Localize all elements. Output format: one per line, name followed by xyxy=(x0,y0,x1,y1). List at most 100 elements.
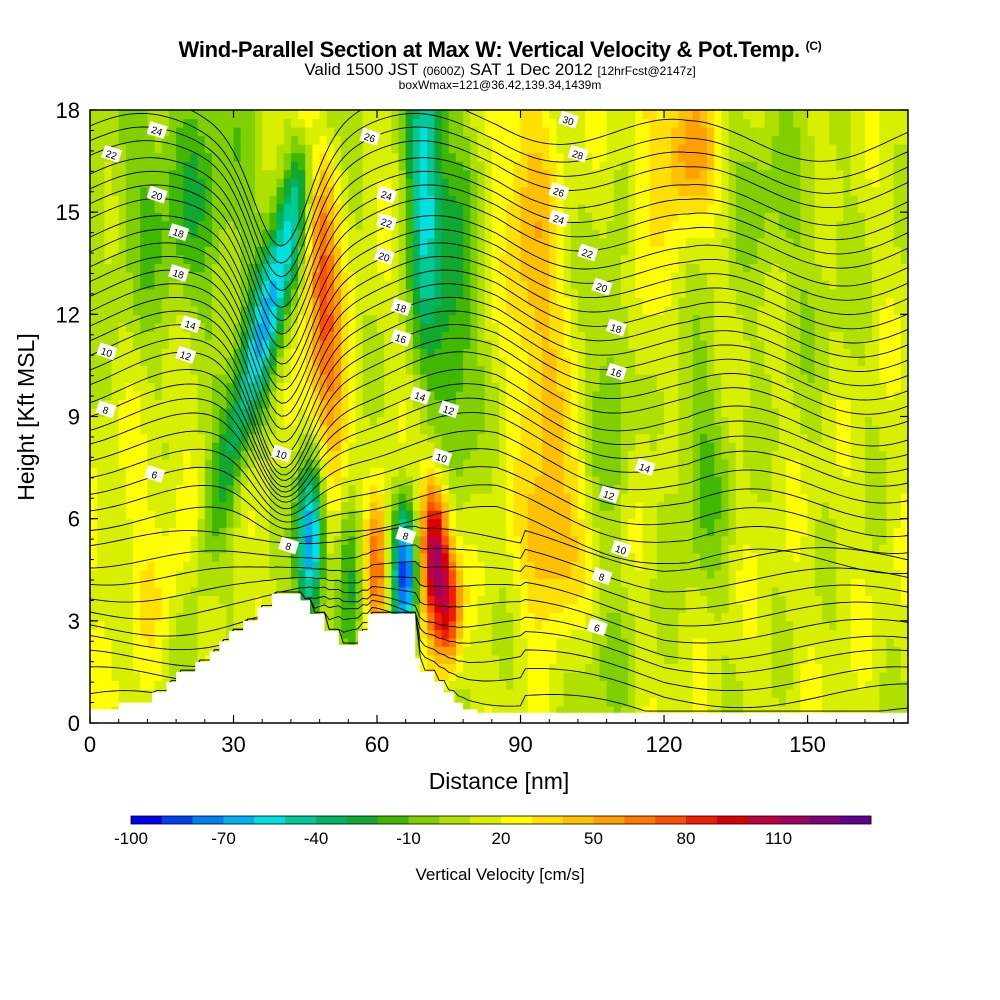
velocity-cell xyxy=(857,390,866,401)
velocity-cell xyxy=(893,603,902,613)
velocity-cell xyxy=(778,476,787,486)
velocity-cell xyxy=(879,390,888,401)
velocity-cell xyxy=(570,637,579,647)
velocity-cell xyxy=(477,407,486,418)
velocity-cell xyxy=(168,510,177,520)
velocity-cell xyxy=(778,527,787,537)
velocity-cell xyxy=(656,527,665,537)
velocity-cell xyxy=(520,620,529,630)
velocity-cell xyxy=(233,459,242,469)
velocity-cell xyxy=(348,425,357,435)
velocity-cell xyxy=(556,671,565,682)
velocity-cell xyxy=(585,356,593,367)
velocity-cell xyxy=(111,356,120,367)
velocity-cell xyxy=(470,671,479,682)
velocity-cell xyxy=(527,356,536,367)
velocity-cell xyxy=(786,450,794,460)
velocity-cell xyxy=(499,484,507,494)
velocity-cell xyxy=(470,578,479,588)
velocity-cell xyxy=(757,671,766,682)
velocity-cell xyxy=(111,476,120,486)
velocity-cell xyxy=(570,552,579,562)
velocity-cell xyxy=(161,578,170,588)
velocity-cell xyxy=(879,654,888,664)
velocity-cell xyxy=(377,373,385,384)
velocity-cell xyxy=(168,425,177,435)
velocity-cell xyxy=(757,450,766,460)
velocity-cell xyxy=(219,535,227,545)
velocity-cell xyxy=(721,425,730,435)
velocity-cell xyxy=(592,671,601,682)
velocity-cell xyxy=(764,501,773,511)
velocity-cell xyxy=(577,467,586,477)
velocity-cell xyxy=(247,527,256,537)
velocity-cell xyxy=(793,612,801,622)
velocity-cell xyxy=(685,399,694,409)
velocity-cell xyxy=(692,399,701,409)
velocity-cell xyxy=(635,348,644,358)
velocity-cell xyxy=(420,433,428,443)
velocity-cell xyxy=(893,637,902,647)
velocity-cell xyxy=(534,603,543,613)
velocity-cell xyxy=(463,501,471,511)
velocity-cell xyxy=(542,416,550,426)
velocity-cell xyxy=(821,544,830,554)
velocity-cell xyxy=(125,390,134,401)
velocity-cell xyxy=(900,688,908,699)
velocity-cell xyxy=(635,501,644,511)
velocity-cell xyxy=(233,578,242,588)
velocity-cell xyxy=(613,535,622,545)
velocity-cell xyxy=(513,663,522,673)
velocity-cell xyxy=(441,493,450,503)
velocity-cell xyxy=(814,373,823,384)
velocity-cell xyxy=(786,425,794,435)
velocity-cell xyxy=(97,663,105,673)
velocity-cell xyxy=(857,416,866,426)
velocity-cell xyxy=(606,705,615,716)
velocity-cell xyxy=(290,373,299,384)
velocity-cell xyxy=(276,569,285,579)
velocity-cell xyxy=(377,578,385,588)
velocity-cell xyxy=(807,373,816,384)
velocity-cell xyxy=(104,442,113,452)
velocity-cell xyxy=(183,603,192,613)
velocity-cell xyxy=(556,620,565,630)
velocity-cell xyxy=(707,646,715,656)
velocity-cell xyxy=(592,493,601,503)
velocity-cell xyxy=(154,561,163,571)
velocity-cell xyxy=(649,527,658,537)
velocity-cell xyxy=(384,510,392,520)
velocity-cell xyxy=(420,425,428,435)
velocity-cell xyxy=(125,654,134,664)
velocity-cell xyxy=(606,671,615,682)
velocity-cell xyxy=(742,365,751,375)
velocity-cell xyxy=(764,603,773,613)
velocity-cell xyxy=(750,356,758,367)
velocity-cell xyxy=(154,348,163,358)
velocity-cell xyxy=(276,578,285,588)
velocity-cell xyxy=(147,390,156,401)
velocity-cell xyxy=(649,442,658,452)
velocity-cell xyxy=(398,416,407,426)
velocity-cell xyxy=(441,442,450,452)
velocity-cell xyxy=(534,390,543,401)
velocity-cell xyxy=(764,654,773,664)
velocity-cell xyxy=(448,425,457,435)
velocity-cell xyxy=(879,578,888,588)
velocity-cell xyxy=(104,603,113,613)
velocity-cell xyxy=(420,493,428,503)
velocity-cell xyxy=(104,569,113,579)
velocity-cell xyxy=(262,467,270,477)
velocity-cell xyxy=(692,612,701,622)
velocity-cell xyxy=(592,595,601,605)
velocity-cell xyxy=(563,603,572,613)
velocity-cell xyxy=(764,433,773,443)
velocity-cell xyxy=(499,493,507,503)
velocity-cell xyxy=(872,535,880,545)
velocity-cell xyxy=(613,680,622,690)
velocity-cell xyxy=(570,629,579,639)
velocity-cell xyxy=(563,654,572,664)
velocity-cell xyxy=(764,450,773,460)
velocity-cell xyxy=(628,399,636,409)
velocity-cell xyxy=(326,510,335,520)
